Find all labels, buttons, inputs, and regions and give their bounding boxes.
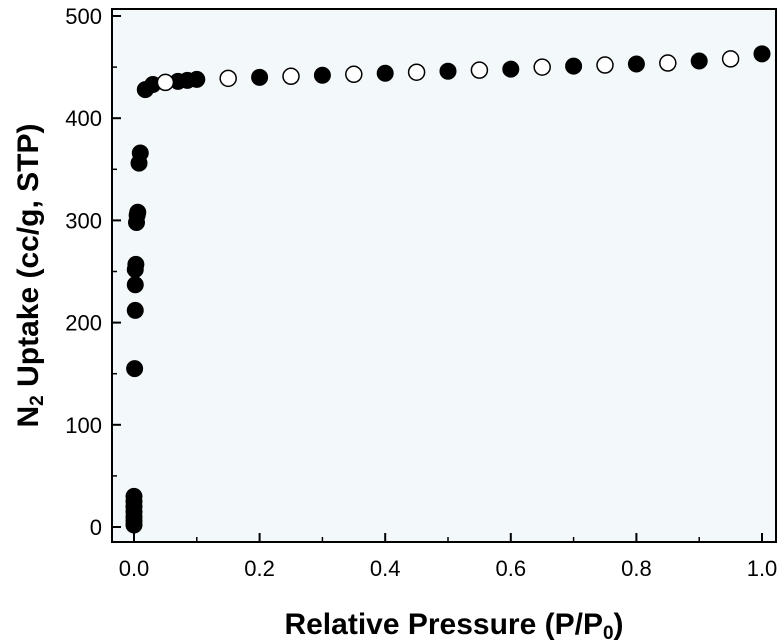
- x-tick-label: 0.4: [370, 556, 401, 581]
- open-data-point: [219, 69, 237, 88]
- y-axis-title: N2 Uptake (cc/g, STP): [12, 124, 48, 428]
- y-tick-label: 300: [65, 208, 102, 233]
- filled-data-point: [126, 360, 144, 378]
- y-axis-title-prefix: N: [12, 406, 45, 428]
- open-data-point: [282, 67, 300, 86]
- filled-data-point: [313, 66, 331, 84]
- y-axis-title-suffix: Uptake (cc/g, STP): [12, 124, 45, 396]
- y-tick-label: 500: [65, 4, 102, 29]
- open-data-point: [533, 58, 551, 76]
- open-data-point: [470, 61, 489, 79]
- filled-data-point: [502, 60, 520, 78]
- filled-data-point: [376, 64, 394, 82]
- x-axis-title-subscript: 0: [603, 623, 614, 643]
- filled-data-point: [188, 70, 206, 88]
- x-tick-label: 1.0: [747, 556, 778, 581]
- plot-frame: [111, 8, 777, 543]
- open-data-point: [659, 54, 677, 72]
- filled-data-point: [125, 487, 143, 505]
- filled-data-point: [565, 57, 583, 75]
- open-data-point: [345, 65, 363, 84]
- x-tick-label: 0.2: [244, 556, 275, 581]
- series-open-markers: [156, 50, 740, 92]
- plot-area: [112, 9, 776, 542]
- y-tick-label: 400: [65, 106, 102, 131]
- open-data-point: [407, 63, 426, 81]
- open-data-point: [596, 56, 614, 74]
- filled-data-point: [753, 45, 771, 63]
- open-data-point: [721, 50, 740, 68]
- tick-labels: 0.0 0.2 0.4 0.6 0.8 1.0 0 100 200 300 400 500: [65, 4, 777, 581]
- filled-data-point: [126, 276, 144, 294]
- y-tick-label: 100: [65, 413, 102, 438]
- y-tick-label: 200: [65, 311, 102, 336]
- filled-data-point: [131, 144, 149, 162]
- x-axis-title-suffix: ): [614, 608, 624, 641]
- filled-data-point: [690, 52, 708, 70]
- filled-data-point: [126, 301, 144, 319]
- x-tick-label: 0.0: [119, 556, 150, 581]
- x-tick-label: 0.8: [621, 556, 652, 581]
- filled-data-point: [439, 62, 457, 80]
- x-axis-title: Relative Pressure (P/P0): [284, 608, 623, 643]
- y-axis-title-subscript: 2: [27, 395, 48, 406]
- x-axis-title-prefix: Relative Pressure (P/P: [284, 608, 603, 641]
- open-data-point: [156, 73, 175, 92]
- y-tick-label: 0: [90, 515, 102, 540]
- filled-data-point: [627, 55, 645, 73]
- filled-data-point: [129, 203, 147, 221]
- filled-data-point: [251, 68, 269, 86]
- series-filled-markers: [125, 45, 771, 534]
- data-points: [125, 45, 771, 534]
- x-tick-label: 0.6: [496, 556, 527, 581]
- filled-data-point: [127, 255, 145, 273]
